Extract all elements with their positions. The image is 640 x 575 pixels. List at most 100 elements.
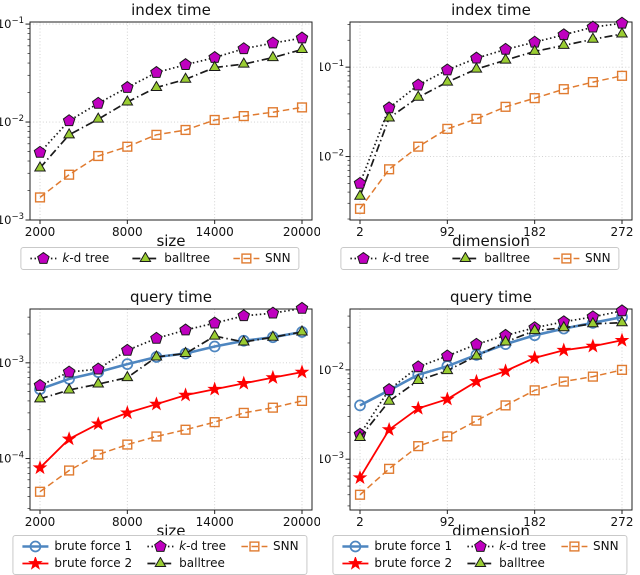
pentagon-legend-sample-icon — [30, 252, 57, 264]
svg-text:182: 182 — [523, 515, 546, 529]
legend-column: k-d tree — [29, 251, 109, 266]
legend-entry-snn: SNN — [232, 251, 291, 266]
legend-label: balltree — [499, 556, 545, 570]
circle-open-legend-sample-icon — [342, 540, 369, 553]
legend-label: brute force 1 — [54, 539, 133, 553]
svg-text:14000: 14000 — [196, 225, 234, 239]
legend-entry-kdtree: k-d tree — [146, 539, 226, 554]
legend-entry-balltree: balltree — [466, 556, 546, 571]
legend-label: brute force 2 — [374, 556, 453, 570]
x-axis-label: size — [156, 232, 186, 250]
svg-text:10−2: 10−2 — [320, 149, 344, 164]
star-legend-sample-icon — [342, 557, 369, 570]
legend-label: k-d tree — [499, 539, 547, 553]
legend-column: k-d tree — [349, 251, 429, 266]
svg-text:10−3: 10−3 — [0, 212, 24, 227]
svg-text:14000: 14000 — [196, 515, 234, 529]
legend-column: brute force 1 brute force 2 — [21, 539, 132, 571]
plot-canvas: 10−1 10−2 2 92 182 272 — [320, 16, 634, 239]
legend-label: SNN — [265, 251, 291, 265]
svg-text:20000: 20000 — [283, 225, 320, 239]
legend-column: SNN — [560, 539, 619, 554]
star-legend-sample-icon — [22, 557, 49, 570]
triangle-legend-sample-icon — [467, 557, 494, 567]
legend-entry-bf1: brute force 1 — [341, 539, 452, 554]
square-open-legend-sample-icon — [241, 541, 268, 552]
legend-column: balltree — [451, 251, 530, 266]
legend-box: brute force 1 brute force 2 k-d tree balltr… — [12, 535, 308, 575]
legend-label: k-d tree — [62, 251, 110, 265]
legend-entry-bf2: brute force 2 — [21, 556, 132, 571]
svg-text:182: 182 — [523, 225, 546, 239]
legend-label: balltree — [179, 556, 225, 570]
legend-entry-kdtree: k-d tree — [29, 251, 109, 266]
svg-text:10−4: 10−4 — [0, 451, 24, 466]
svg-text:10−1: 10−1 — [0, 16, 24, 31]
subplot-query-time-vs-size: query time 10−3 10−4 2000 8000 14000 20000 si… — [0, 287, 320, 575]
legend-label: k-d tree — [179, 539, 227, 553]
svg-text:20000: 20000 — [283, 515, 320, 529]
legend-box: k-d tree balltree SNN — [340, 247, 620, 270]
legend-entry-balltree: balltree — [451, 251, 530, 266]
legend-box: brute force 1 brute force 2 k-d tree balltr… — [332, 535, 628, 575]
pentagon-legend-sample-icon — [467, 540, 494, 552]
svg-text:272: 272 — [611, 225, 634, 239]
legend-column: balltree — [131, 251, 210, 266]
circle-open-legend-sample-icon — [22, 540, 49, 553]
legend-column: k-d tree balltree — [146, 539, 226, 571]
subplot-index-time-vs-dimension: index time 10−1 10−2 2 92 182 272 dimension k… — [320, 0, 640, 287]
svg-text:10−3: 10−3 — [320, 451, 344, 466]
svg-text:8000: 8000 — [112, 515, 143, 529]
svg-text:10−2: 10−2 — [0, 114, 24, 129]
plot-canvas: 10−3 10−4 2000 8000 14000 20000 — [0, 301, 320, 529]
triangle-legend-sample-icon — [132, 252, 159, 262]
legend-label: SNN — [585, 251, 611, 265]
subplot-index-time-vs-size: index time 10−1 10−2 10−3 2000 8000 14000 2000… — [0, 0, 320, 287]
legend-entry-balltree: balltree — [131, 251, 210, 266]
legend-label: SNN — [273, 539, 299, 553]
svg-text:2000: 2000 — [25, 225, 56, 239]
legend-entry-snn: SNN — [240, 539, 299, 554]
svg-text:10−2: 10−2 — [320, 362, 344, 377]
svg-text:92: 92 — [440, 515, 455, 529]
legend-column: SNN — [240, 539, 299, 554]
legend-label: k-d tree — [382, 251, 430, 265]
svg-text:8000: 8000 — [112, 225, 143, 239]
svg-text:10−1: 10−1 — [320, 59, 344, 74]
legend-label: SNN — [593, 539, 619, 553]
square-open-legend-sample-icon — [553, 253, 580, 264]
legend-entry-balltree: balltree — [146, 556, 226, 571]
svg-text:2000: 2000 — [25, 515, 56, 529]
legend-entry-kdtree: k-d tree — [349, 251, 429, 266]
chart-title: query time — [130, 288, 212, 306]
svg-text:2: 2 — [356, 225, 364, 239]
legend-entry-kdtree: k-d tree — [466, 539, 546, 554]
legend-column: SNN — [232, 251, 291, 266]
svg-text:272: 272 — [611, 515, 634, 529]
legend-label: brute force 1 — [374, 539, 453, 553]
legend-entry-bf2: brute force 2 — [341, 556, 452, 571]
triangle-legend-sample-icon — [147, 557, 174, 567]
legend-column: SNN — [552, 251, 611, 266]
legend-entry-bf1: brute force 1 — [21, 539, 132, 554]
subplot-query-time-vs-dimension: query time 10−2 10−3 2 92 182 272 dimension b… — [320, 287, 640, 575]
legend-column: k-d tree balltree — [466, 539, 546, 571]
svg-text:92: 92 — [440, 225, 455, 239]
square-open-legend-sample-icon — [233, 253, 260, 264]
legend-label: balltree — [484, 251, 531, 265]
legend-entry-snn: SNN — [560, 539, 619, 554]
chart-title: index time — [451, 1, 531, 19]
legend-label: brute force 2 — [54, 556, 133, 570]
legend-column: brute force 1 brute force 2 — [341, 539, 452, 571]
legend-label: balltree — [164, 251, 211, 265]
svg-text:2: 2 — [356, 515, 364, 529]
plot-canvas: 10−2 10−3 2 92 182 272 — [320, 304, 634, 529]
chart-title: query time — [450, 288, 532, 306]
legend-box: k-d tree balltree SNN — [20, 247, 300, 270]
x-axis-label: dimension — [452, 232, 530, 250]
chart-title: index time — [131, 1, 211, 19]
triangle-legend-sample-icon — [452, 252, 479, 262]
square-open-legend-sample-icon — [561, 541, 588, 552]
